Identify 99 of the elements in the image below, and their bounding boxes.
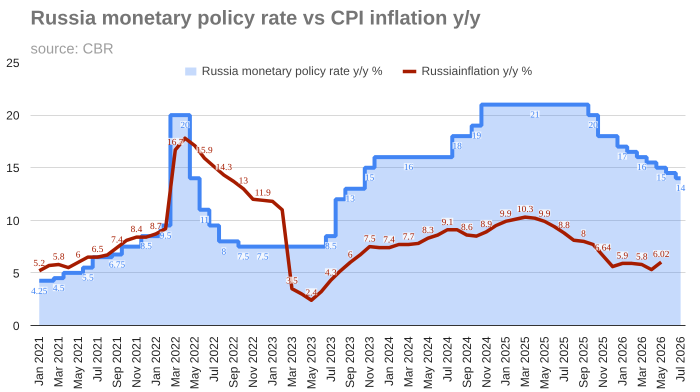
data-label: 5.2 [33,258,46,269]
x-tick-label: Nov 2022 [246,336,260,388]
legend-label: Russiainflation y/y % [422,64,532,78]
x-tick-label: May 2023 [304,336,318,390]
data-label: 8.5 [140,242,152,252]
data-label: 7.7 [402,232,415,242]
y-tick-label: 20 [6,108,20,123]
data-label: 8.7 [150,222,162,232]
data-label: 5.8 [636,252,648,262]
data-label: 16.7 [167,138,184,148]
data-label: 8.6 [461,223,474,234]
data-label: 10.3 [516,205,534,216]
data-label: 6 [348,250,353,260]
data-label: 7.5 [256,252,269,263]
data-label: 9.9 [538,209,551,220]
x-tick-label: Jan 2022 [148,336,163,386]
x-tick-label: Mar 2026 [634,336,649,388]
data-label: 7.5 [364,234,376,245]
chart-title: Russia monetary policy rate vs CPI inflation y/y [30,8,482,30]
data-label: 6 [76,250,81,260]
x-tick-label: Jan 2025 [498,336,513,386]
x-tick-label: Jul 2026 [674,336,688,382]
x-tick-label: May 2026 [654,336,668,390]
data-label: 15 [365,174,375,184]
x-tick-label: Sep 2022 [226,336,241,388]
data-label: 16 [404,163,414,174]
x-tick-label: Sep 2021 [110,336,124,388]
data-label: 8.9 [480,220,492,230]
data-label: 4.25 [31,286,48,297]
data-label: 6.64 [594,244,612,254]
x-tick-label: Sep 2023 [343,336,358,388]
x-tick-label: Mar 2024 [402,336,416,388]
data-label: 19 [472,132,482,142]
y-tick-label: 10 [6,214,20,228]
x-tick-label: Jul 2021 [90,336,105,382]
data-label: 8.8 [558,220,570,231]
source-note: source: CBR [30,42,114,58]
data-label: 17 [618,152,628,163]
y-tick-label: 25 [6,56,20,70]
data-label: 8 [222,247,227,258]
x-tick-label: Jul 2024 [440,336,454,382]
data-label: 20 [180,121,190,132]
x-tick-label: Nov 2024 [479,336,494,388]
data-label: 5.8 [52,252,65,262]
legend-label: Russia monetary policy rate y/y % [202,64,383,78]
x-tick-label: May 2025 [538,336,552,390]
x-tick-label: Sep 2025 [576,336,590,388]
x-tick-label: May 2021 [71,336,86,390]
data-label: 8 [581,229,586,240]
data-label: 5.5 [82,274,94,284]
data-label: 11 [200,216,210,226]
data-label: 7.4 [111,236,124,246]
data-label: 14 [676,184,686,194]
data-label: 7.5 [237,252,250,263]
data-label: 15 [656,174,666,184]
data-label: 3.5 [286,276,298,287]
data-label: 6.75 [108,260,126,270]
x-tick-label: Jan 2023 [265,336,280,386]
data-label: 6.5 [92,245,104,256]
x-tick-label: Jan 2021 [32,336,46,386]
x-tick-label: Jan 2024 [382,336,396,386]
data-label: 5.9 [616,251,628,262]
data-label: 21 [530,110,540,121]
x-tick-label: May 2022 [188,336,202,390]
data-label: 18 [452,142,462,152]
data-label: 9.1 [442,218,454,228]
y-tick-label: 15 [6,161,20,176]
x-tick-label: Mar 2025 [518,336,532,388]
x-tick-label: Nov 2025 [596,336,610,388]
data-label: 11.9 [254,188,272,198]
x-tick-label: Jul 2023 [324,336,338,382]
data-label: 4.3 [324,268,337,278]
data-label: 13 [238,176,248,187]
data-label: 16 [637,163,647,174]
x-tick-label: Jul 2025 [557,336,572,382]
x-tick-label: Nov 2021 [129,336,144,388]
y-tick-label: 0 [12,319,20,333]
data-label: 9.9 [500,209,512,220]
x-tick-label: Jul 2022 [207,336,222,382]
data-label: 20 [588,121,598,132]
data-label: 8.5 [324,242,337,252]
x-tick-label: Mar 2022 [168,336,182,388]
data-label: 8.4 [130,225,143,236]
data-label: 7.4 [383,236,396,246]
data-label: 2.4 [306,288,318,298]
x-tick-label: Jan 2026 [615,336,630,386]
data-label: 6.02 [653,250,670,260]
x-tick-label: Sep 2024 [460,336,474,388]
data-label: 9.5 [160,232,172,242]
data-label: 4.5 [52,284,65,294]
x-tick-label: Mar 2023 [284,336,299,388]
x-tick-label: Nov 2023 [362,336,377,388]
data-label: 15.9 [196,146,213,156]
data-label: 13 [346,194,356,205]
data-label: 8.3 [422,226,434,236]
x-tick-label: May 2024 [420,336,435,390]
y-tick-label: 5 [12,266,20,280]
x-tick-label: Mar 2021 [52,336,66,388]
data-label: 14.3 [216,163,232,174]
